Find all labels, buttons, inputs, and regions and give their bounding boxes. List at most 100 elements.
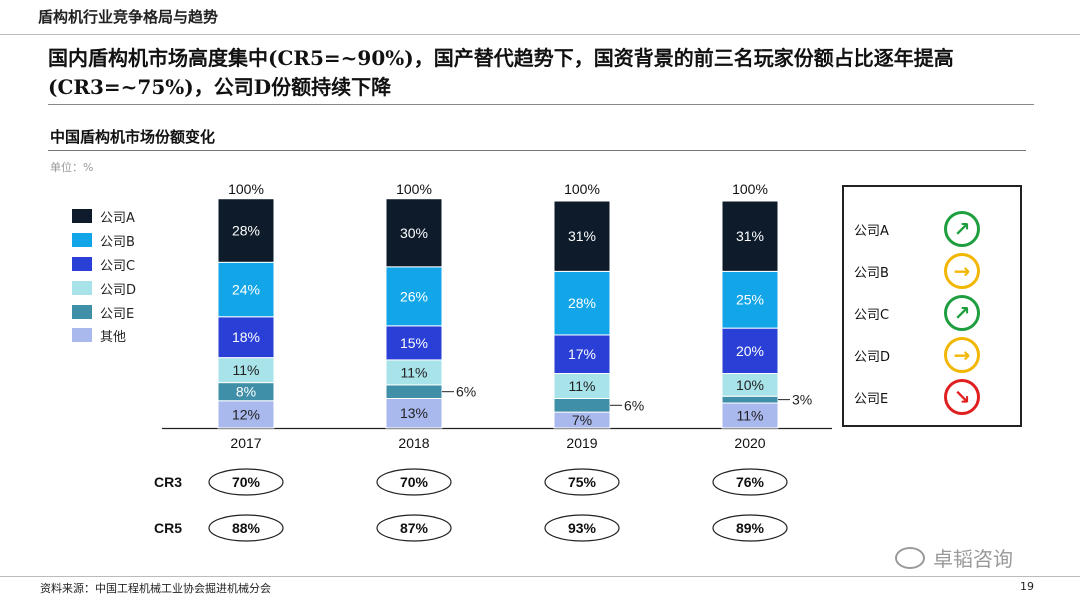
x-tick-label: 2019 (566, 435, 597, 451)
bar-segment (721, 270, 779, 329)
legend-swatch (72, 281, 92, 295)
ratio-oval (712, 514, 788, 542)
trend-row: 公司A ↗ (854, 209, 1014, 249)
ratio-value: 70% (400, 474, 429, 490)
legend-item: 公司A (72, 208, 135, 226)
legend-swatch (72, 233, 92, 247)
trend-label: 公司C (854, 307, 890, 323)
data-label: 31% (736, 228, 764, 244)
data-label: 26% (400, 288, 428, 304)
legend-label: 公司C (100, 258, 136, 274)
total-label: 100% (564, 181, 600, 197)
ratio-row-label: CR5 (154, 520, 182, 536)
legend-item: 公司B (72, 232, 135, 250)
data-label: 3% (792, 392, 812, 408)
legend-swatch (72, 305, 92, 319)
bar-segment (553, 270, 611, 336)
data-label: 6% (456, 384, 476, 400)
data-label: 11% (737, 408, 764, 424)
watermark-text: 卓韬咨询 (933, 547, 1013, 571)
legend-label: 其他 (100, 329, 127, 345)
data-label: 11% (569, 378, 596, 394)
data-label: 11% (401, 364, 428, 380)
ratio-oval (208, 514, 284, 542)
data-label: 30% (400, 225, 428, 241)
total-label: 100% (228, 181, 264, 197)
bar-segment (721, 327, 779, 375)
arrow-right-icon: → (944, 253, 980, 289)
bar-segment (385, 397, 443, 429)
ratio-value: 75% (568, 474, 597, 490)
stacked-bar-chart: 12% 8% 11% 18% 24% 28% 100% 2017 13% 6% 11% 15% 26% 3… (154, 181, 832, 542)
legend-item: 其他 (72, 327, 127, 345)
chart-title-divider (48, 150, 1026, 151)
footer-divider (0, 576, 1080, 577)
legend-label: 公司D (100, 282, 137, 298)
data-label: 18% (232, 329, 260, 345)
ratio-oval (376, 514, 452, 542)
bar-segment (721, 395, 779, 404)
source-note: 资料来源：中国工程机械工业协会掘进机械分会 (40, 582, 271, 595)
ratio-oval (376, 468, 452, 496)
ratio-value: 70% (232, 474, 261, 490)
arrow-up-right-icon: ↗ (944, 295, 980, 331)
data-label: 7% (572, 412, 592, 428)
bar-segment (553, 397, 611, 413)
trend-label: 公司B (854, 265, 889, 281)
data-label: 24% (232, 282, 260, 298)
data-label: 8% (236, 384, 256, 400)
unit-label: 单位：% (50, 161, 94, 174)
bar-segment (217, 357, 275, 384)
arrow-down-right-icon: ↘ (944, 379, 980, 415)
page-number: 19 (1020, 580, 1034, 593)
ratio-value: 89% (736, 520, 765, 536)
bar-segment (217, 316, 275, 359)
data-label: 11% (233, 362, 260, 378)
bar-segment (217, 400, 275, 429)
data-label: 15% (400, 335, 428, 351)
x-tick-label: 2017 (230, 435, 261, 451)
bar-segment (721, 200, 779, 272)
header-divider (0, 34, 1080, 35)
bar-segment (553, 200, 611, 272)
arrow-up-right-icon: ↗ (944, 211, 980, 247)
trend-row: 公司C ↗ (854, 293, 1014, 333)
data-label: 17% (568, 346, 596, 362)
legend-swatch (72, 257, 92, 271)
ratio-row-label: CR3 (154, 474, 182, 490)
bar-segment (385, 359, 443, 386)
trend-label: 公司D (854, 349, 891, 365)
data-label: 28% (232, 223, 260, 239)
bar-segment (217, 261, 275, 318)
ratio-value: 87% (400, 520, 429, 536)
legend-label: 公司B (100, 234, 135, 250)
ratio-oval (712, 468, 788, 496)
trend-row: 公司E ↘ (854, 377, 1014, 417)
bar-segment (385, 198, 443, 268)
data-label: 6% (624, 397, 644, 413)
bar-segment (385, 266, 443, 327)
total-label: 100% (732, 181, 768, 197)
x-tick-label: 2018 (398, 435, 429, 451)
legend-swatch (72, 209, 92, 223)
ratio-value: 88% (232, 520, 261, 536)
ratio-value: 93% (568, 520, 597, 536)
x-tick-label: 2020 (734, 435, 765, 451)
trend-row: 公司D → (854, 335, 1014, 375)
trend-panel: 公司A ↗ 公司B → 公司C ↗ 公司D → 公司E ↘ (842, 185, 1022, 427)
data-label: 12% (232, 406, 260, 422)
legend-label: 公司E (100, 306, 135, 322)
ratio-oval (544, 468, 620, 496)
bar-segment (217, 198, 275, 263)
legend-item: 公司C (72, 256, 136, 274)
trend-label: 公司A (854, 223, 889, 239)
bar-segment (553, 334, 611, 375)
legend-item: 公司D (72, 280, 137, 298)
total-label: 100% (396, 181, 432, 197)
bar-segment (385, 384, 443, 399)
data-label: 20% (736, 343, 764, 359)
data-label: 25% (736, 292, 764, 308)
legend-swatch (72, 328, 92, 342)
headline: 国内盾构机市场高度集中(CR5=~90%)，国产替代趋势下，国资背景的前三名玩家… (48, 46, 954, 99)
bar-segment (721, 402, 779, 429)
